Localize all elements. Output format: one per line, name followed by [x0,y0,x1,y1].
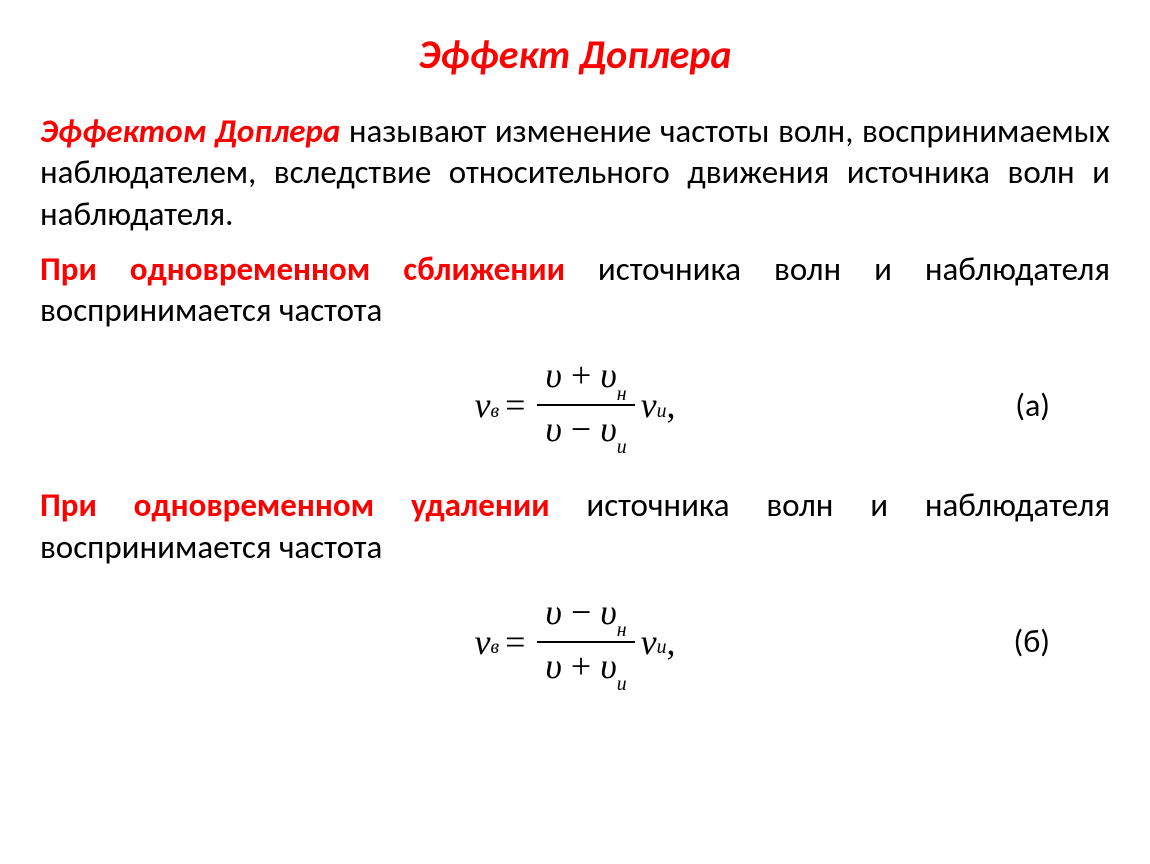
eq-b-rhs-sub: и [657,636,667,659]
eq-a-den-right-sub: и [617,436,627,458]
eq-a-num-op: + [571,355,591,395]
equation-b-label: (б) [1014,622,1050,661]
eq-b-lhs-sub: в [490,636,499,659]
eq-a-den-right: υ [600,409,617,449]
eq-b-num-left: υ [545,592,562,632]
eq-b-num-right-sub: н [617,619,627,641]
recede-paragraph: При одновременном удалении источника вол… [40,485,1110,568]
eq-a-num-right-sub: н [617,383,627,405]
eq-b-rhs: ν [641,621,657,663]
eq-b-den-right: υ [600,646,617,686]
eq-a-denominator: υ − υи [537,408,634,456]
eq-b-num-right: υ [600,592,617,632]
eq-b-den-left: υ [545,646,562,686]
equation-b-row: νв = υ − υн υ + υи νи, (б) [40,582,1110,702]
eq-b-numerator: υ − υн [537,591,634,639]
eq-a-fraction: υ + υн υ − υи [537,354,634,456]
equation-a: νв = υ + υн υ − υи νи, [474,354,675,456]
term-doppler: Эффектом Доплера [40,111,340,151]
approach-paragraph: При одновременном сближении источника во… [40,249,1110,332]
eq-a-num-right: υ [600,355,617,395]
slide: Эффект Доплера Эффектом Доплера называют… [0,0,1150,864]
eq-b-den-right-sub: и [617,673,627,695]
eq-b-den-op: + [571,646,591,686]
recede-lead: При одновременном удалении [40,485,550,525]
eq-a-rhs: ν [641,384,657,426]
eq-a-rhs-sub: и [657,400,667,423]
eq-b-denominator: υ + υи [537,645,634,693]
definition-paragraph: Эффектом Доплера называют изменение част… [40,111,1110,235]
eq-b-trailing: , [667,621,676,663]
eq-b-fraction-line [537,641,634,643]
equation-b: νв = υ − υн υ + υи νи, [474,591,675,693]
eq-a-equals: = [505,384,525,426]
eq-a-lhs-sub: в [490,400,499,423]
eq-a-den-op: − [571,409,591,449]
equation-a-label: (а) [1015,386,1050,425]
eq-a-den-left: υ [545,409,562,449]
eq-b-equals: = [505,621,525,663]
eq-b-fraction: υ − υн υ + υи [537,591,634,693]
title-text: Эффект Доплера [419,30,732,79]
eq-a-numerator: υ + υн [537,354,634,402]
eq-a-trailing: , [667,384,676,426]
eq-a-num-left: υ [545,355,562,395]
equation-a-row: νв = υ + υн υ − υи νи, (а) [40,345,1110,465]
slide-title: Эффект Доплера [40,30,1110,79]
eq-b-lhs: ν [474,621,490,663]
eq-b-num-op: − [571,592,591,632]
eq-a-lhs: ν [474,384,490,426]
approach-lead: При одновременном сближении [40,249,565,289]
